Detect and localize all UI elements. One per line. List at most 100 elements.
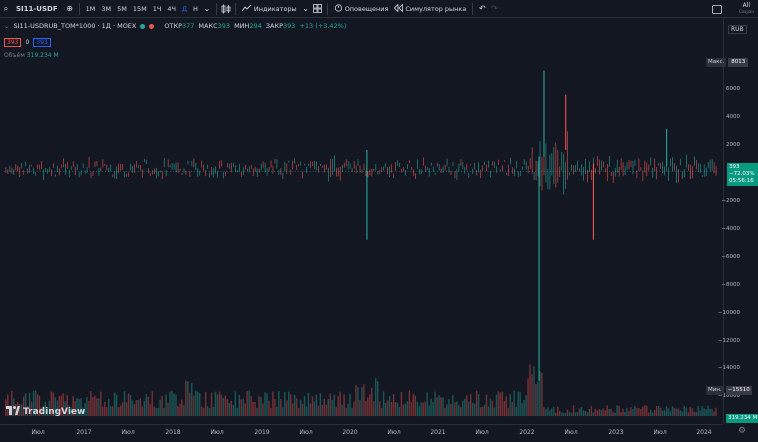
volume-bar — [268, 400, 270, 417]
layout-save-button[interactable]: All Сохран — [735, 3, 758, 15]
plus-circle-icon[interactable]: ⊕ — [66, 4, 73, 13]
symbol-search[interactable]: SI11-USDF — [16, 4, 58, 13]
redo-icon[interactable]: ↷ — [490, 4, 498, 13]
volume-value: 319.234 M — [26, 52, 59, 59]
last-price: 393 — [729, 164, 740, 170]
volume-bar — [394, 402, 397, 417]
volume-bar — [84, 403, 86, 417]
volume-bar — [444, 407, 446, 417]
volume-bar — [592, 412, 595, 417]
interval-1m[interactable]: 1М — [85, 4, 96, 13]
interval-week[interactable]: Н — [193, 4, 198, 13]
volume-bar — [452, 395, 454, 417]
volume-bar — [711, 408, 713, 417]
price-axis[interactable]: 6000 4000 2000 −2000 −4000 −6000 −8000 −… — [718, 18, 758, 424]
replay-button[interactable]: Симулятор рынка — [391, 3, 469, 14]
volume-bar — [715, 407, 717, 417]
volume-bar — [307, 392, 310, 417]
volume-bar — [537, 381, 539, 417]
volume-bar — [88, 400, 90, 417]
candles-icon[interactable] — [220, 3, 232, 15]
volume-bar — [628, 411, 630, 417]
volume-axis-label: 319.234 M — [726, 414, 758, 423]
volume-bar — [379, 401, 381, 417]
currency-label[interactable]: RUB — [728, 25, 747, 34]
chevron-down-icon[interactable]: ⌄ — [302, 4, 310, 13]
interval-5m[interactable]: 5М — [117, 4, 127, 13]
volume-bar — [62, 393, 64, 417]
volume-bar — [610, 408, 612, 417]
interval-1h[interactable]: 1Ч — [152, 4, 162, 13]
volume-bar — [28, 392, 31, 417]
volume-bar — [535, 383, 537, 417]
interval-4h[interactable]: 4Ч — [167, 4, 176, 13]
volume-bar — [197, 391, 199, 417]
volume-bar — [230, 400, 233, 417]
y-tick: 4000 — [726, 114, 740, 120]
volume-bar — [363, 384, 365, 417]
price-chart[interactable] — [0, 60, 723, 420]
volume-bar — [576, 411, 579, 417]
volume-bar — [545, 409, 547, 417]
volume-bar — [361, 387, 363, 417]
volume-bar — [562, 413, 565, 417]
bid-button[interactable]: 393 — [4, 38, 22, 47]
min-label: Мин. — [706, 386, 724, 395]
layouts-grid-icon[interactable] — [312, 3, 324, 15]
volume-bar — [163, 407, 165, 417]
volume-bar — [141, 406, 144, 417]
volume-bar — [493, 407, 496, 417]
volume-bar — [135, 400, 138, 417]
volume-bar — [185, 380, 187, 417]
volume-bar — [644, 405, 646, 417]
volume-bar — [109, 406, 112, 417]
volume-bar — [169, 391, 171, 417]
volume-bar — [270, 407, 272, 417]
undo-icon[interactable]: ↶ — [478, 4, 486, 13]
volume-bar — [111, 406, 114, 417]
volume-bar — [149, 403, 151, 417]
chevron-down-icon[interactable]: ⌄ — [203, 4, 211, 13]
bar-countdown: 05:56:16 — [729, 178, 754, 184]
x-tick: Июл — [475, 429, 489, 436]
indicators-button[interactable]: Индикаторы — [239, 4, 300, 14]
volume-bar — [557, 406, 559, 417]
volume-bar — [606, 405, 608, 417]
volume-bar — [139, 398, 142, 417]
gear-icon[interactable]: ⚙ — [738, 426, 747, 436]
volume-bar — [511, 402, 513, 417]
volume-bar — [153, 406, 155, 417]
volume-bar — [167, 402, 169, 417]
volume-bar — [248, 390, 250, 417]
interval-day[interactable]: Д — [181, 4, 188, 13]
volume-bar — [669, 411, 672, 417]
ask-button[interactable]: 393 — [33, 38, 51, 47]
alerts-button[interactable]: Оповещения — [331, 3, 392, 14]
volume-bar — [553, 406, 555, 417]
volume-bar — [222, 397, 225, 417]
volume-bar — [244, 403, 246, 417]
volume-bar — [125, 402, 128, 417]
volume-bar — [574, 412, 577, 417]
volume-bar — [133, 404, 136, 417]
close-key: ЗАКР — [265, 22, 283, 30]
volume-bar — [614, 412, 616, 417]
chevron-down-icon[interactable]: ⌄ — [4, 22, 10, 30]
volume-bar — [531, 374, 533, 417]
volume-bar — [495, 394, 498, 417]
interval-15m[interactable]: 15М — [132, 4, 147, 13]
fullscreen-icon[interactable] — [711, 3, 723, 15]
volume-bar — [319, 393, 322, 417]
volume-bar — [657, 405, 660, 417]
tradingview-logo[interactable]: TradingView — [6, 406, 85, 418]
volume-bar — [260, 396, 262, 417]
legend-title[interactable]: SI11-USDRUB_TOM*1000 · 1Д · MOEX — [13, 22, 137, 30]
volume-bar — [384, 402, 387, 417]
volume-bar — [442, 397, 444, 417]
interval-3m[interactable]: 3М — [101, 4, 112, 13]
search-icon[interactable]: ⌕ — [3, 3, 9, 13]
volume-bar — [489, 398, 492, 417]
time-axis[interactable]: Июл 2017 Июл 2018 Июл 2019 Июл 2020 Июл … — [0, 424, 723, 442]
volume-bar — [80, 398, 82, 417]
volume-bar — [78, 399, 80, 417]
